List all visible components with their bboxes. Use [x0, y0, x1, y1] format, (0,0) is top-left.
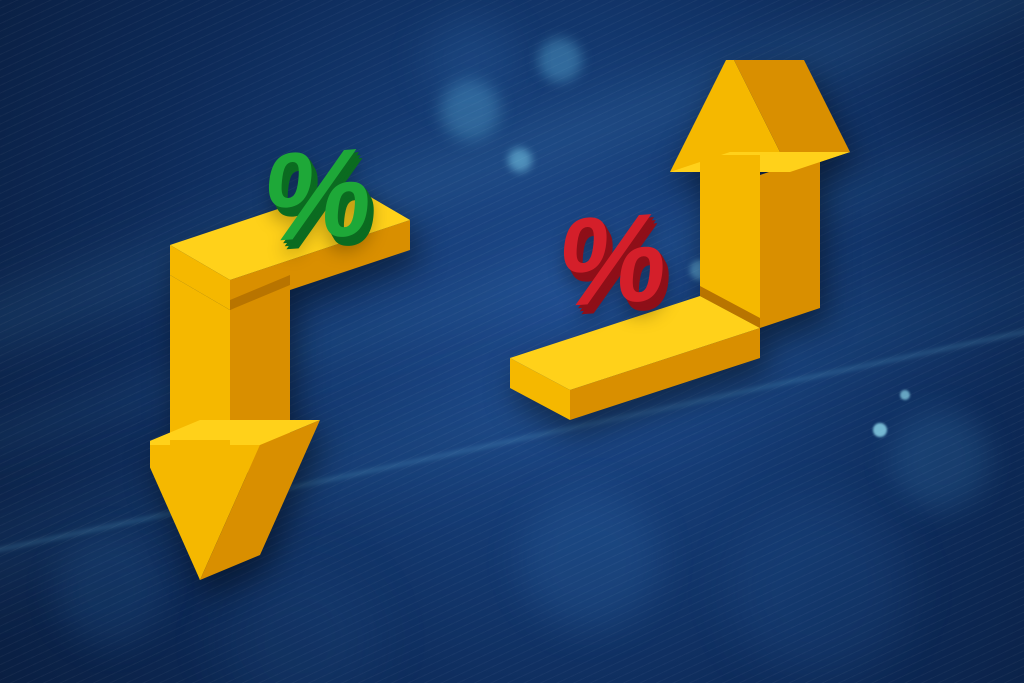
background-lines: [0, 0, 1024, 683]
infographic-stage: % %: [0, 0, 1024, 683]
